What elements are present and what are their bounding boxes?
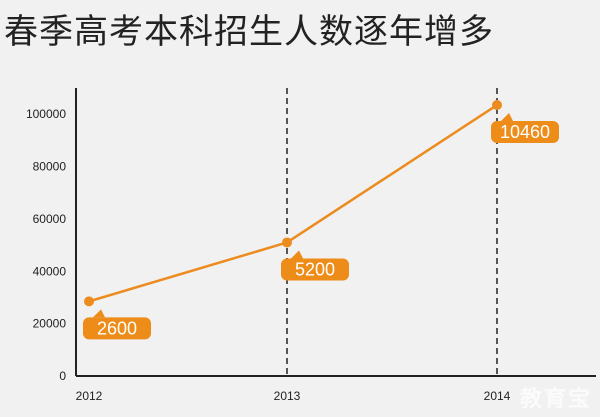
data-callout: 2600: [83, 309, 151, 340]
watermark-logo: 教育宝: [519, 387, 592, 412]
x-tick-label: 2013: [274, 389, 301, 403]
x-tick-label: 2012: [76, 389, 103, 403]
data-label: 5200: [295, 259, 335, 279]
y-tick-label: 60000: [33, 212, 67, 226]
callout-pointer: [291, 250, 303, 259]
data-label: 10460: [500, 122, 550, 142]
callout-pointer: [501, 113, 513, 122]
callout-box: [281, 258, 349, 281]
data-point: [84, 296, 94, 307]
x-axis-ticks: 2012 2013 2014: [76, 389, 511, 403]
axes: [75, 88, 596, 377]
callout-box: [83, 317, 151, 340]
year-dashed-lines: [286, 88, 498, 376]
data-label: 2600: [97, 318, 137, 338]
y-tick-label: 20000: [33, 317, 67, 331]
x-tick-label: 2014: [484, 389, 511, 403]
data-callout: 5200: [281, 250, 349, 281]
data-point: [492, 100, 502, 111]
chart-title: 春季高考本科招生人数逐年增多: [4, 12, 494, 52]
y-axis-ticks: 0 20000 40000 60000 80000 100000: [26, 107, 66, 383]
data-point: [282, 237, 292, 248]
y-tick-label: 80000: [33, 160, 67, 174]
data-callout: 10460: [491, 113, 559, 144]
y-tick-label: 0: [59, 369, 66, 383]
callout-pointer: [93, 309, 105, 318]
data-callouts: 2600 5200 10460: [83, 113, 559, 340]
y-tick-label: 100000: [26, 107, 66, 121]
callout-box: [491, 121, 559, 144]
y-tick-label: 40000: [33, 264, 67, 278]
series-line: [84, 100, 502, 307]
